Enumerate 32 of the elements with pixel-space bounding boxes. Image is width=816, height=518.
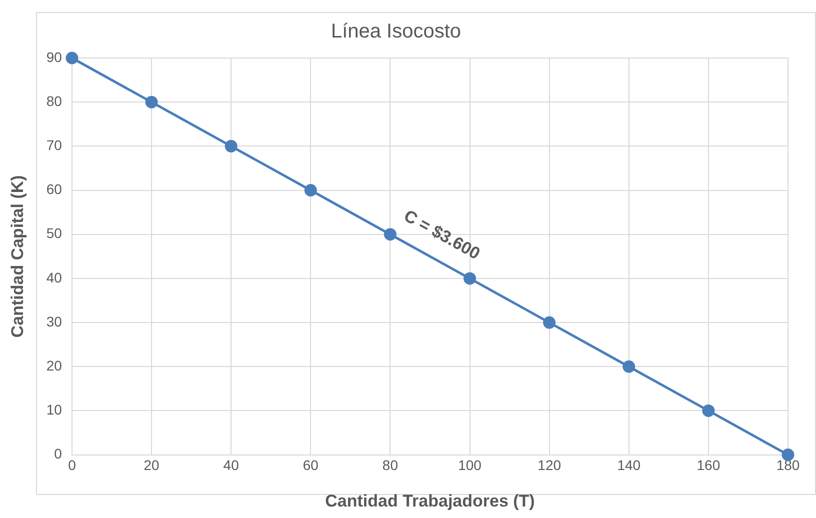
y-tick-label: 20 [46,357,62,374]
x-tick-label: 160 [696,457,720,474]
x-tick-label: 60 [302,457,319,474]
chart-title: Línea Isocosto [330,20,462,43]
x-tick-label: 80 [382,457,398,474]
y-tick-label: 0 [54,446,62,462]
point [464,272,476,285]
y-axis-title: Cantidad Capital (K) [8,175,27,338]
point [384,228,396,241]
x-tick-label: 120 [538,457,562,474]
point [543,316,556,329]
y-tick-label: 50 [46,225,62,242]
y-tick-label: 70 [46,137,62,154]
y-tick-label: 10 [46,402,62,418]
y-tick-label: 30 [46,313,62,330]
point [145,96,158,108]
y-tick-label: 60 [46,181,62,198]
point [304,184,317,197]
point [622,360,636,373]
x-tick-label: 0 [68,457,76,474]
x-tick-label: 100 [458,457,482,474]
y-tick-label: 80 [46,92,62,109]
point [702,404,715,417]
x-tick-label: 180 [776,457,800,474]
y-tick-label: 40 [46,269,62,286]
y-tick-label: 90 [46,48,62,65]
point [66,52,78,64]
x-axis-title: Cantidad Trabajadores (T) [325,491,535,510]
x-tick-label: 140 [617,457,641,474]
point [224,140,238,152]
x-tick-label: 40 [223,457,240,474]
x-tick-label: 20 [144,457,160,474]
